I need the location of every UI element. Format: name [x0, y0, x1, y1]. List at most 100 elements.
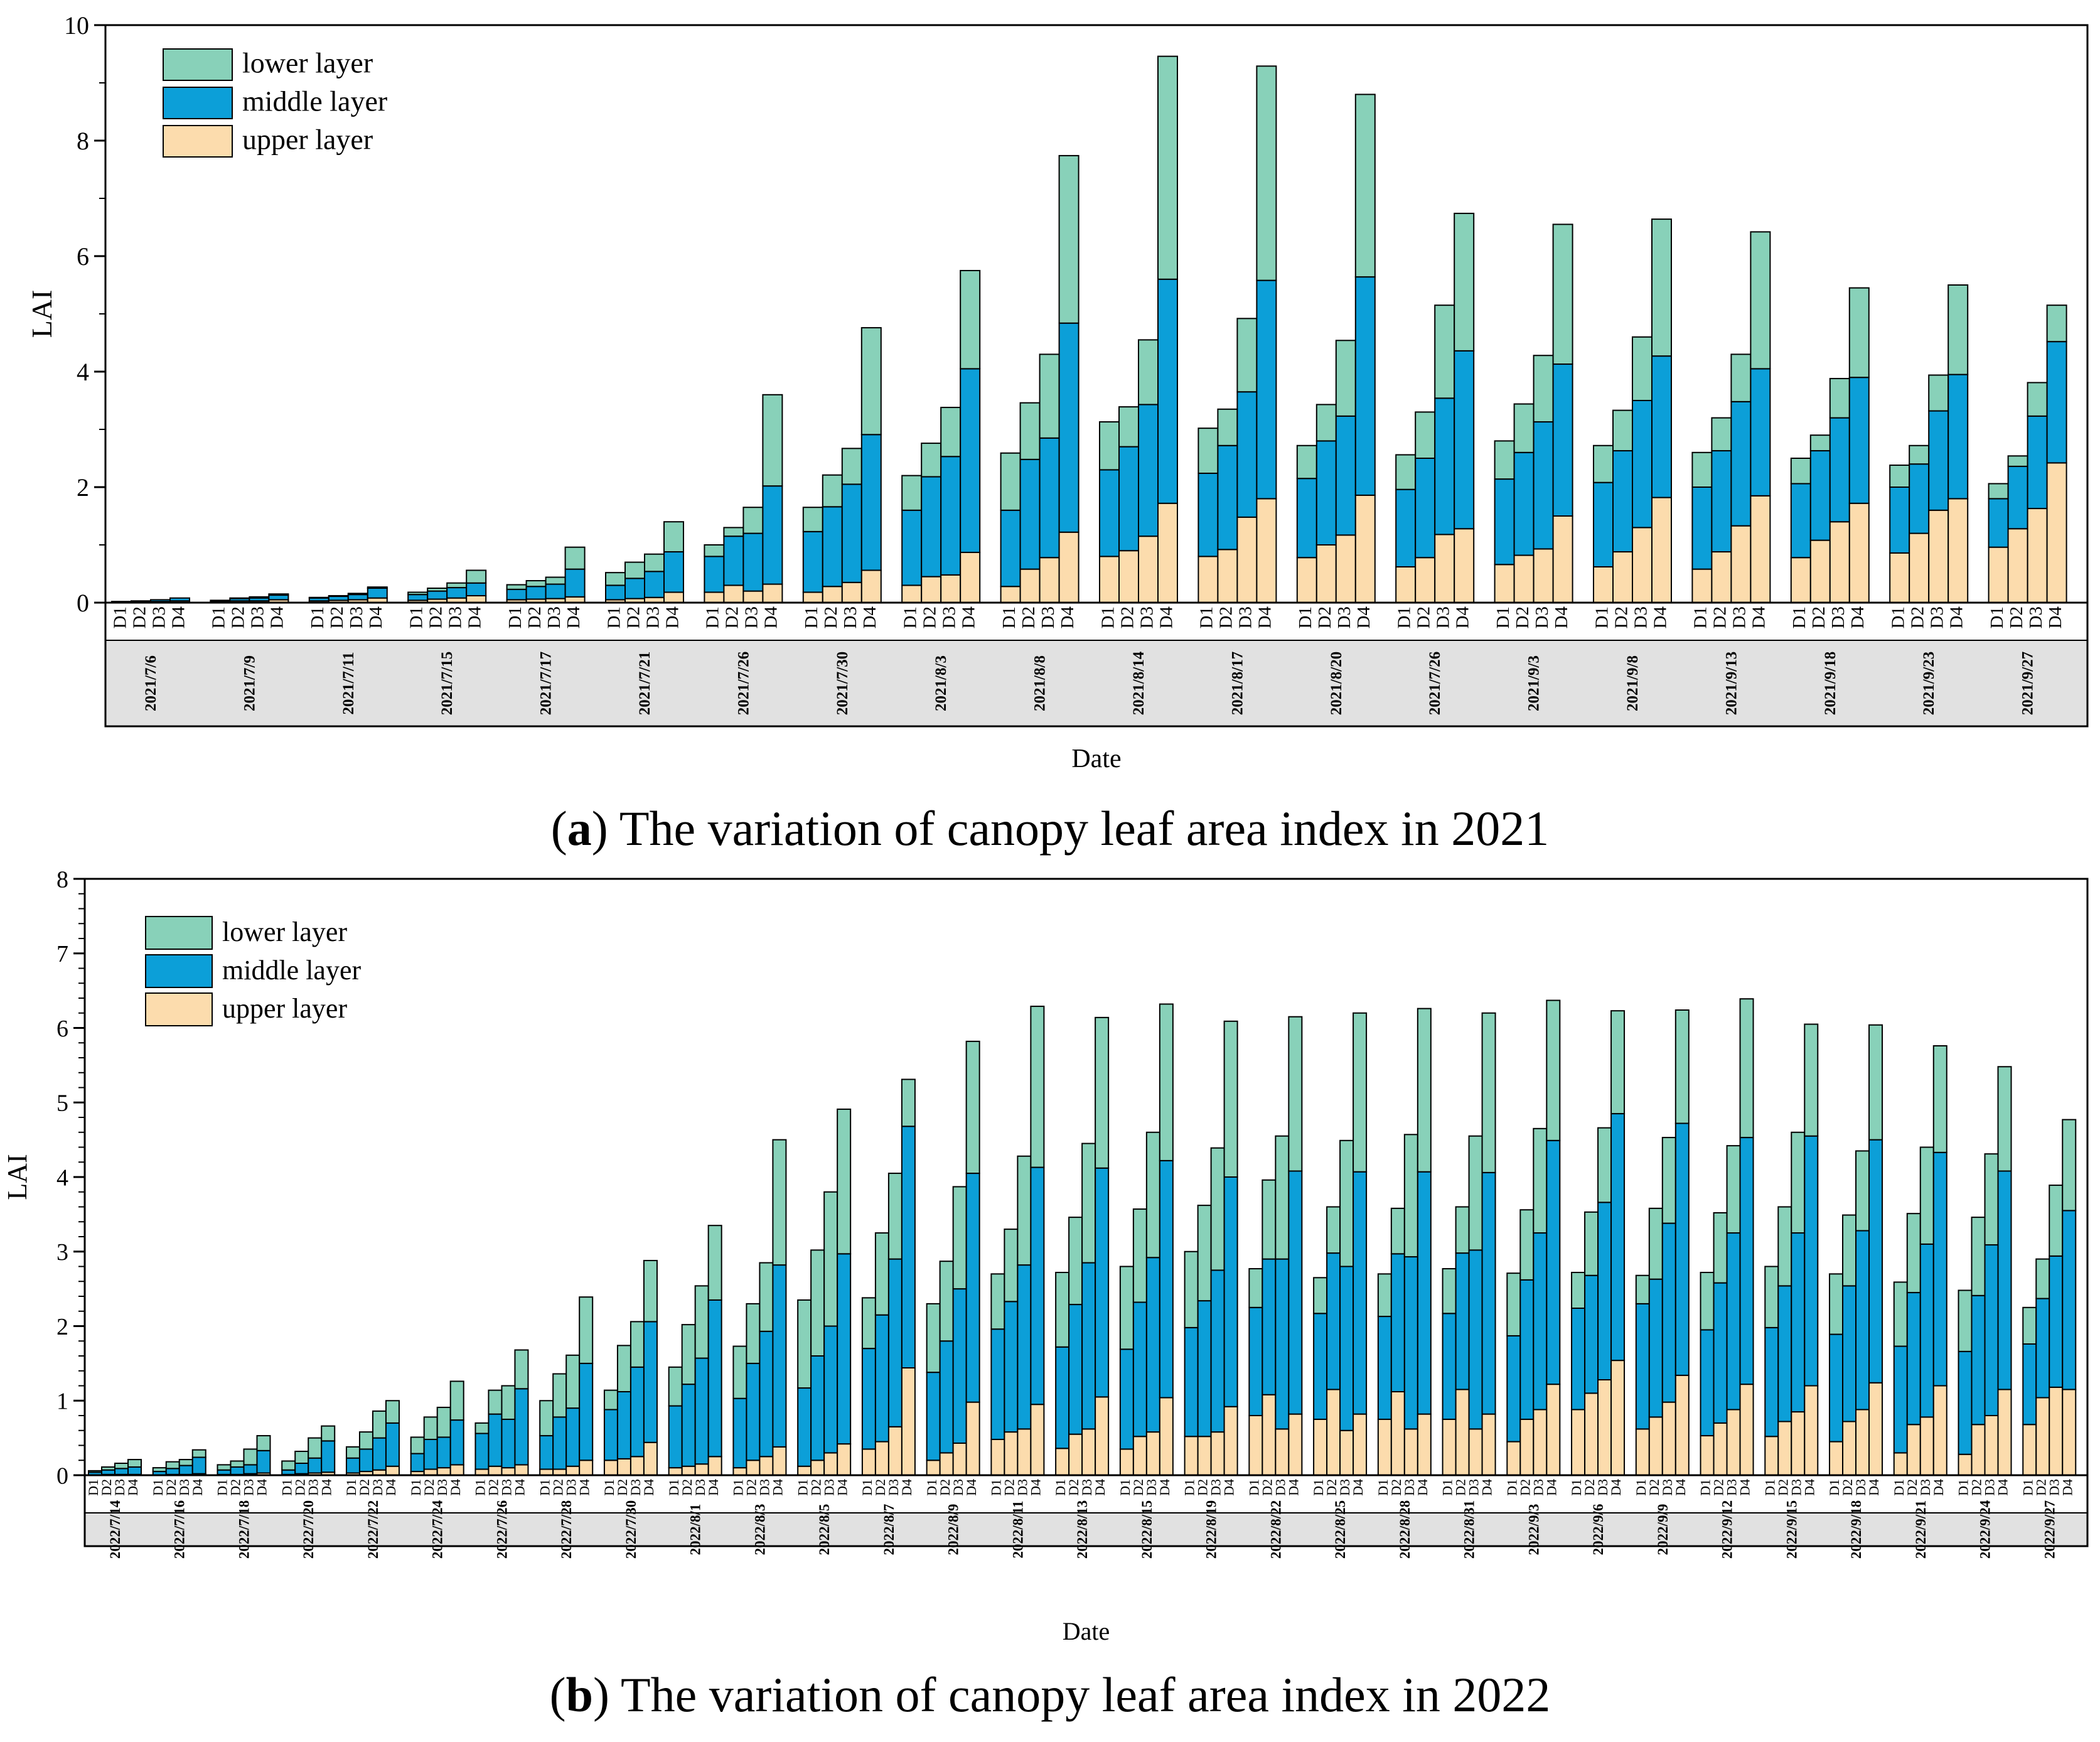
bar-upper-layer [1055, 1448, 1070, 1476]
bar-lower-layer [1145, 1131, 1160, 1259]
bar-upper-layer [1842, 1421, 1857, 1476]
bar-lower-layer [1390, 1207, 1405, 1255]
treatment-label: D3 [821, 1479, 837, 1496]
bar-lower-layer [1248, 1268, 1263, 1308]
treatment-label: D3 [1927, 606, 1947, 628]
bar-middle-layer [926, 1372, 941, 1461]
treatment-label: D3 [1334, 606, 1354, 628]
bar-lower-layer [1335, 340, 1356, 417]
bar-upper-layer [1159, 1397, 1174, 1476]
bar-middle-layer [663, 551, 684, 593]
bar-upper-layer [1019, 568, 1041, 604]
treatment-label: D4 [834, 1479, 850, 1496]
bar-lower-layer [88, 1470, 102, 1473]
bar-middle-layer [1058, 322, 1079, 533]
bar-lower-layer [385, 1400, 400, 1424]
y-tick-label: 7 [56, 941, 68, 967]
treatment-label: D3 [499, 1479, 515, 1496]
bar-lower-layer [921, 443, 942, 478]
bar-middle-layer [268, 594, 289, 601]
legend-label: upper layer [222, 993, 347, 1024]
treatment-label: D1 [1493, 606, 1513, 628]
bar-upper-layer [1829, 521, 1850, 604]
treatment-label: D1 [1826, 1479, 1842, 1496]
date-label: 2022/9/9 [1655, 1504, 1671, 1556]
treatment-label: D3 [1530, 1479, 1546, 1496]
bar-middle-layer [385, 1422, 400, 1467]
bar-upper-layer [668, 1467, 683, 1476]
treatment-label: D1 [2020, 1479, 2035, 1496]
bar-lower-layer [243, 1448, 258, 1466]
bar-upper-layer [1339, 1429, 1354, 1476]
bar-middle-layer [1726, 1232, 1741, 1411]
date-label: 2022/9/6 [1590, 1504, 1606, 1556]
bar-middle-layer [841, 483, 862, 583]
treatment-label: D4 [512, 1479, 528, 1496]
treatment-label: D4 [705, 1479, 721, 1496]
legend-label: lower layer [222, 917, 347, 947]
treatment-label: D2 [1216, 606, 1236, 628]
bar-lower-layer [321, 1425, 336, 1442]
bar-lower-layer [1468, 1135, 1483, 1251]
bar-middle-layer [1017, 1264, 1032, 1430]
bar-upper-layer [1326, 1389, 1341, 1476]
treatment-label: D4 [1350, 1479, 1366, 1496]
bar-lower-layer [565, 1354, 581, 1409]
treatment-label: D3 [1917, 1479, 1933, 1496]
bar-lower-layer [1288, 1016, 1303, 1172]
treatment-label: D4 [366, 606, 386, 629]
bar-lower-layer [2035, 1258, 2050, 1299]
date-label: 2022/7/28 [559, 1500, 574, 1559]
bar-upper-layer [1804, 1385, 1819, 1476]
bar-lower-layer [1184, 1250, 1199, 1328]
treatment-label: D4 [267, 606, 287, 629]
date-label: 2021/9/23 [1921, 652, 1937, 715]
treatment-label: D1 [795, 1479, 810, 1496]
bar-upper-layer [1584, 1392, 1599, 1476]
bar-lower-layer [1417, 1008, 1432, 1173]
bar-middle-layer [1632, 400, 1653, 529]
bar-lower-layer [345, 1446, 360, 1459]
treatment-label: D2 [1117, 606, 1137, 628]
bar-middle-layer [1296, 478, 1317, 559]
bar-lower-layer [762, 394, 783, 487]
bar-upper-layer [1984, 1415, 1999, 1476]
treatment-label: D3 [940, 606, 960, 628]
bar-upper-layer [1932, 1385, 1947, 1476]
date-label: 2022/7/26 [494, 1500, 510, 1559]
date-label: 2021/7/30 [834, 652, 851, 715]
treatment-label: D4 [190, 1479, 205, 1496]
treatment-label: D3 [692, 1479, 708, 1496]
bar-lower-layer [1119, 1266, 1134, 1350]
bar-lower-layer [1068, 1217, 1083, 1306]
bar-upper-layer [449, 1464, 464, 1476]
bar-upper-layer [1132, 1436, 1147, 1476]
date-label: 2022/8/7 [881, 1504, 897, 1556]
bar-upper-layer [1313, 1418, 1328, 1476]
bar-middle-layer [2027, 415, 2048, 510]
date-label: 2022/8/15 [1139, 1500, 1155, 1559]
bar-middle-layer [1095, 1167, 1110, 1398]
treatment-label: D4 [564, 606, 584, 629]
bar-lower-layer [823, 1191, 838, 1327]
bar-middle-layer [624, 578, 645, 599]
bar-middle-layer [347, 594, 368, 601]
bar-upper-layer [1223, 1406, 1238, 1476]
bar-lower-layer [1674, 1009, 1690, 1124]
bar-middle-layer [952, 1288, 967, 1444]
bar-lower-layer [249, 596, 270, 599]
bar-middle-layer [1335, 415, 1356, 536]
legend-label: lower layer [242, 47, 373, 79]
treatment-label: D4 [959, 606, 979, 629]
treatment-label: D4 [1453, 606, 1473, 629]
bar-upper-layer [723, 584, 744, 604]
treatment-label: D1 [703, 606, 723, 628]
date-label: 2021/7/26 [1427, 652, 1444, 715]
bar-upper-layer [1506, 1441, 1521, 1476]
treatment-label: D2 [1388, 1479, 1404, 1496]
bar-lower-layer [605, 572, 626, 586]
bar-lower-layer [525, 580, 547, 588]
bar-lower-layer [1017, 1155, 1032, 1266]
treatment-label: D2 [937, 1479, 953, 1496]
bar-middle-layer [114, 1468, 129, 1475]
